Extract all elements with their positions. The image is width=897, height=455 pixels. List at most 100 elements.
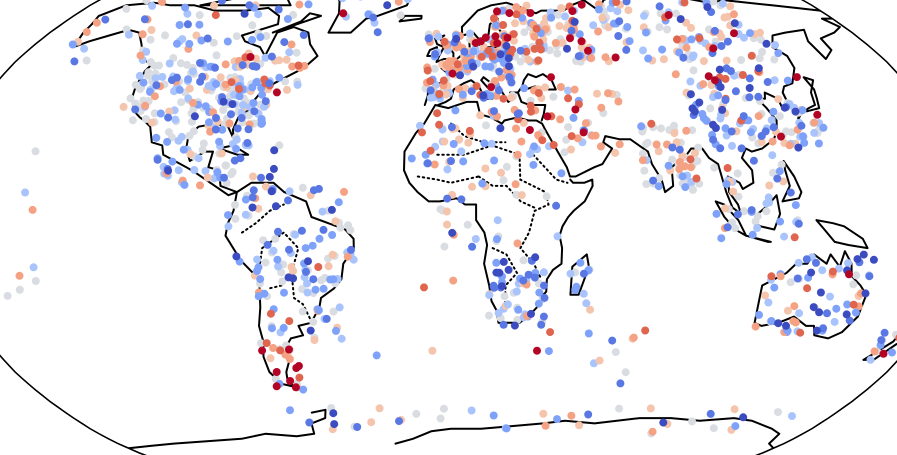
station-marker xyxy=(783,76,792,85)
station-marker xyxy=(777,160,786,169)
station-marker xyxy=(845,270,853,279)
station-marker xyxy=(244,111,253,120)
station-marker xyxy=(403,0,412,4)
station-marker xyxy=(235,85,243,93)
station-marker xyxy=(681,183,690,192)
station-marker xyxy=(792,73,801,82)
station-marker xyxy=(537,320,546,329)
station-marker xyxy=(575,421,584,430)
station-marker xyxy=(227,170,236,179)
station-marker xyxy=(687,35,696,44)
station-marker xyxy=(615,140,624,149)
station-marker xyxy=(730,405,739,414)
station-marker xyxy=(812,258,820,267)
station-marker xyxy=(753,224,762,232)
station-marker xyxy=(595,356,604,365)
station-marker xyxy=(596,142,605,151)
station-marker xyxy=(723,223,732,232)
station-marker xyxy=(659,418,668,427)
station-marker xyxy=(171,115,180,124)
station-marker xyxy=(280,38,289,47)
station-marker xyxy=(716,83,725,92)
station-marker xyxy=(329,275,338,284)
station-marker xyxy=(303,288,312,297)
station-marker xyxy=(248,203,257,212)
station-marker xyxy=(852,271,861,280)
station-marker xyxy=(688,53,697,62)
station-marker xyxy=(888,348,896,357)
station-marker xyxy=(232,32,241,41)
station-marker xyxy=(353,423,362,431)
station-marker xyxy=(314,306,323,315)
station-marker xyxy=(611,148,620,157)
station-marker xyxy=(443,220,451,229)
station-marker xyxy=(227,110,235,119)
station-marker xyxy=(285,245,293,254)
station-marker xyxy=(199,139,208,148)
station-marker xyxy=(597,103,606,112)
station-marker xyxy=(463,220,472,229)
station-marker xyxy=(146,58,155,67)
station-marker xyxy=(224,211,232,220)
station-marker xyxy=(257,115,266,123)
station-marker xyxy=(490,77,499,85)
station-marker xyxy=(457,147,466,156)
station-marker xyxy=(579,128,588,137)
station-marker xyxy=(818,266,827,275)
station-marker xyxy=(285,48,294,57)
station-marker xyxy=(734,192,743,201)
station-marker xyxy=(426,77,435,86)
station-marker xyxy=(716,114,725,123)
station-marker xyxy=(407,154,416,163)
station-marker xyxy=(224,222,233,231)
station-marker xyxy=(709,44,718,53)
station-marker xyxy=(714,91,723,100)
station-marker xyxy=(810,128,819,137)
station-marker xyxy=(258,346,267,355)
station-marker xyxy=(447,157,455,165)
station-marker xyxy=(196,59,204,67)
coastline-segment xyxy=(224,181,355,388)
station-marker xyxy=(546,328,555,337)
station-marker xyxy=(138,30,147,39)
station-marker xyxy=(793,274,802,283)
station-marker xyxy=(124,30,133,39)
station-marker xyxy=(519,256,528,265)
station-marker xyxy=(142,115,150,123)
station-marker xyxy=(235,92,244,101)
station-marker xyxy=(340,187,348,196)
station-marker xyxy=(545,46,554,55)
station-marker xyxy=(770,283,779,292)
station-marker xyxy=(469,47,478,56)
station-marker xyxy=(481,62,490,71)
station-marker xyxy=(369,13,378,22)
station-marker xyxy=(499,257,508,266)
station-marker xyxy=(540,281,548,290)
station-marker xyxy=(82,28,91,36)
station-marker xyxy=(671,70,680,79)
station-marker xyxy=(395,417,403,426)
station-marker xyxy=(648,427,657,436)
station-marker xyxy=(573,134,582,143)
station-marker xyxy=(140,15,149,24)
station-marker xyxy=(577,37,586,46)
station-marker xyxy=(183,20,192,29)
station-marker xyxy=(211,63,219,72)
station-marker xyxy=(452,34,461,43)
station-marker xyxy=(530,32,539,41)
station-marker xyxy=(262,339,271,348)
station-marker xyxy=(271,202,280,211)
station-marker xyxy=(649,176,658,185)
station-marker xyxy=(329,409,338,418)
station-marker xyxy=(28,205,37,214)
station-marker xyxy=(225,119,234,128)
station-marker xyxy=(459,157,468,166)
station-marker xyxy=(730,19,739,28)
station-marker xyxy=(892,330,897,339)
station-marker xyxy=(304,257,312,266)
station-marker xyxy=(575,30,584,39)
station-marker xyxy=(832,304,841,313)
station-marker xyxy=(217,149,226,158)
station-marker xyxy=(168,157,177,166)
